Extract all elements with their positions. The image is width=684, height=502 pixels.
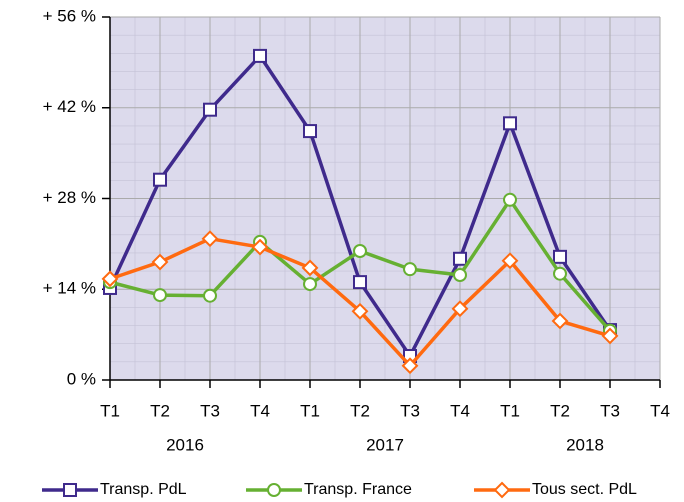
marker <box>351 302 369 320</box>
legend-label: Transp. France <box>304 481 412 498</box>
marker <box>453 267 467 282</box>
year-label: 2017 <box>366 435 404 454</box>
x-tick-label: T1 <box>300 401 320 420</box>
legend-label: Tous sect. PdL <box>532 481 637 498</box>
x-tick-label: T3 <box>400 401 420 420</box>
marker <box>501 252 519 270</box>
x-tick-label: T3 <box>200 401 220 420</box>
marker <box>451 300 469 318</box>
marker <box>267 483 281 497</box>
marker <box>453 251 467 266</box>
marker <box>403 262 417 277</box>
x-tick-label: T2 <box>150 401 170 420</box>
x-tick-label: T1 <box>100 401 120 420</box>
y-tick-label: + 28 % <box>43 188 96 207</box>
marker <box>503 192 517 207</box>
marker <box>301 259 319 277</box>
marker <box>101 270 119 288</box>
x-tick-label: T2 <box>550 401 570 420</box>
marker <box>503 116 517 131</box>
marker <box>203 288 217 303</box>
year-label: 2018 <box>566 435 604 454</box>
marker <box>153 288 167 303</box>
marker <box>601 327 619 345</box>
marker <box>493 481 511 499</box>
y-tick-label: + 56 % <box>43 6 96 25</box>
marker <box>353 275 367 290</box>
marker <box>153 172 167 187</box>
marker <box>353 244 367 259</box>
x-tick-label: T1 <box>500 401 520 420</box>
y-tick-label: + 14 % <box>43 279 96 298</box>
marker <box>553 249 567 264</box>
marker <box>63 483 77 497</box>
marker <box>303 277 317 292</box>
legend-label: Transp. PdL <box>100 481 187 498</box>
marker <box>201 230 219 248</box>
marker <box>303 124 317 139</box>
marker <box>203 102 217 117</box>
marker <box>401 357 419 375</box>
y-tick-label: 0 % <box>67 369 96 388</box>
year-label: 2016 <box>166 435 204 454</box>
x-tick-label: T2 <box>350 401 370 420</box>
marker <box>151 253 169 271</box>
x-tick-label: T4 <box>450 401 470 420</box>
y-tick-label: + 42 % <box>43 97 96 116</box>
x-tick-label: T3 <box>600 401 620 420</box>
x-tick-label: T4 <box>650 401 670 420</box>
marker <box>551 312 569 330</box>
marker <box>251 238 269 256</box>
marker <box>553 266 567 281</box>
x-tick-label: T4 <box>250 401 270 420</box>
marker <box>253 48 267 63</box>
